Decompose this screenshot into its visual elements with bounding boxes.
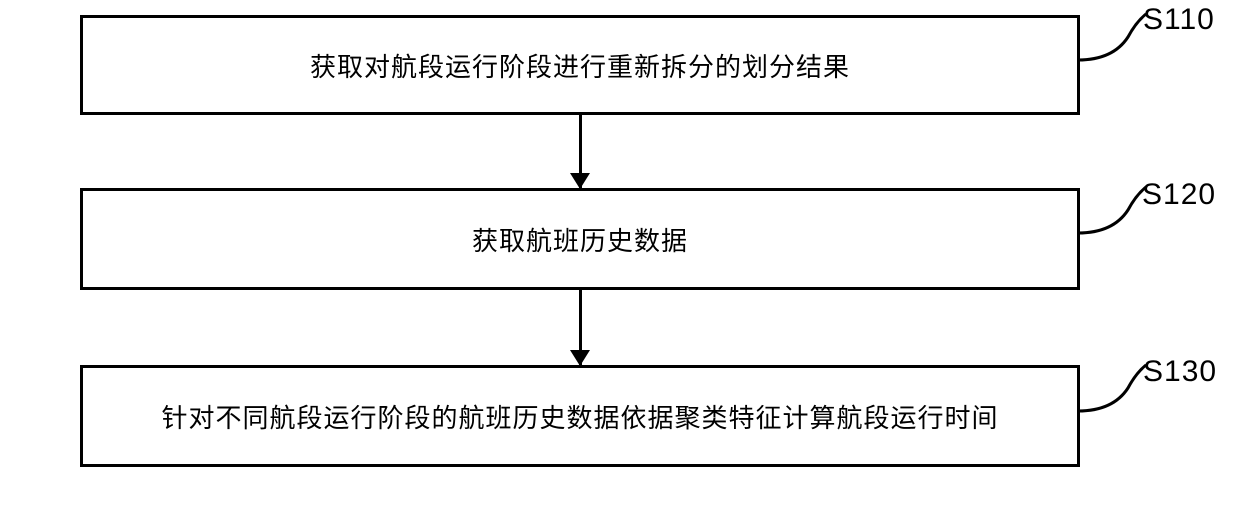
step-label-s110: S110 bbox=[1143, 3, 1215, 37]
step-box-s110: 获取对航段运行阶段进行重新拆分的划分结果 bbox=[80, 15, 1080, 115]
label-connector-s130 bbox=[1078, 363, 1148, 413]
step-text-s110: 获取对航段运行阶段进行重新拆分的划分结果 bbox=[310, 47, 850, 84]
step-label-s120: S120 bbox=[1142, 178, 1216, 212]
step-text-s130: 针对不同航段运行阶段的航班历史数据依据聚类特征计算航段运行时间 bbox=[161, 398, 998, 435]
label-connector-s110 bbox=[1078, 12, 1148, 62]
step-box-s130: 针对不同航段运行阶段的航班历史数据依据聚类特征计算航段运行时间 bbox=[80, 365, 1080, 467]
step-label-s130: S130 bbox=[1143, 355, 1217, 389]
arrow-s110-s120 bbox=[579, 115, 582, 188]
flowchart-container: 获取对航段运行阶段进行重新拆分的划分结果 获取航班历史数据 针对不同航段运行阶段… bbox=[80, 15, 1080, 467]
step-box-s120: 获取航班历史数据 bbox=[80, 188, 1080, 290]
label-connector-s120 bbox=[1078, 185, 1148, 235]
step-text-s120: 获取航班历史数据 bbox=[472, 221, 688, 258]
arrow-s120-s130 bbox=[579, 290, 582, 365]
